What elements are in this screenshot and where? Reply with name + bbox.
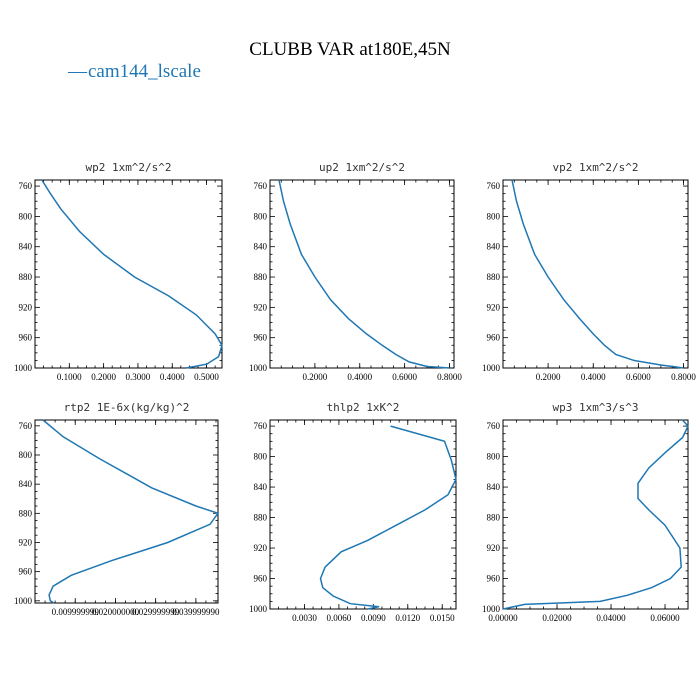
- series-line: [319, 425, 457, 610]
- subplot-title: up2 1xm^2/s^2: [319, 161, 405, 174]
- y-tick-label: 880: [487, 513, 501, 523]
- y-tick-label: 920: [487, 543, 501, 553]
- x-tick-label: 0.2000: [536, 372, 561, 382]
- x-tick-label: 0.009999999: [52, 607, 100, 617]
- x-tick-label: 0.4000: [160, 372, 185, 382]
- y-tick-label: 760: [254, 421, 268, 431]
- x-tick-label: 0.0120: [395, 613, 420, 623]
- x-tick-label: 0.8000: [437, 372, 462, 382]
- plot-frame: [502, 179, 689, 369]
- legend-marker: —: [67, 61, 88, 82]
- y-tick-label: 920: [487, 302, 501, 312]
- subplot-4: rtp2 1E-6x(kg/kg)^2 760 800 840 880 920 960 100…: [14, 401, 220, 617]
- y-tick-label: 920: [19, 537, 33, 547]
- y-tick-label: 920: [19, 302, 33, 312]
- y-tick-label: 840: [254, 482, 268, 492]
- x-tick-label: 0.5000: [194, 372, 219, 382]
- x-tick-label: 0.02000: [542, 613, 572, 623]
- y-tick-label: 880: [19, 508, 33, 518]
- x-tick-label: 0.04000: [596, 613, 626, 623]
- x-tick-label: 0.2000: [303, 372, 328, 382]
- y-tick-label: 1000: [249, 604, 268, 614]
- figure-title: CLUBB VAR at180E,45N: [249, 39, 451, 60]
- legend-label: cam144_lscale: [88, 61, 201, 82]
- x-tick-label: 0.3000: [126, 372, 151, 382]
- x-tick-label: 0.0030: [292, 613, 317, 623]
- x-tick-label: 0.039999990: [172, 607, 220, 617]
- series-line: [42, 419, 220, 604]
- series-line: [278, 179, 450, 369]
- x-tick-label: 0.8000: [671, 372, 696, 382]
- y-tick-label: 1000: [14, 596, 33, 606]
- y-tick-label: 1000: [482, 604, 501, 614]
- y-tick-label: 760: [487, 181, 501, 191]
- x-tick-label: 0.1000: [57, 372, 82, 382]
- y-tick-label: 760: [254, 181, 268, 191]
- y-tick-label: 1000: [249, 363, 268, 373]
- y-tick-label: 880: [254, 513, 268, 523]
- y-tick-label: 840: [19, 242, 33, 252]
- subplot-grid: wp2 1xm^2/s^2 760 800 840 880 920 960 1000 0.100…: [14, 161, 696, 623]
- y-tick-label: 960: [19, 333, 33, 343]
- y-tick-label: 840: [487, 242, 501, 252]
- series-line: [41, 179, 223, 369]
- subplot-1: wp2 1xm^2/s^2 760 800 840 880 920 960 1000 0.100…: [14, 161, 223, 382]
- y-tick-label: 880: [487, 272, 501, 282]
- y-tick-label: 960: [254, 574, 268, 584]
- y-tick-label: 920: [254, 302, 268, 312]
- x-tick-label: 0.0090: [361, 613, 386, 623]
- plot-frame: [34, 419, 219, 604]
- subplot-6: wp3 1xm^3/s^3 760 800 840 880 920 960 10000.000…: [482, 401, 689, 623]
- y-tick-label: 840: [19, 479, 33, 489]
- plot-frame: [269, 419, 457, 610]
- y-tick-label: 800: [19, 211, 33, 221]
- y-tick-label: 800: [254, 211, 268, 221]
- x-tick-label: 0.020000000: [92, 607, 140, 617]
- x-tick-label: 0.6000: [626, 372, 651, 382]
- x-tick-label: 0.4000: [347, 372, 372, 382]
- y-tick-label: 800: [487, 211, 501, 221]
- y-tick-label: 880: [254, 272, 268, 282]
- plot-frame: [34, 179, 223, 369]
- y-tick-label: 920: [254, 543, 268, 553]
- x-tick-label: 0.00000: [488, 613, 518, 623]
- x-tick-label: 0.6000: [392, 372, 417, 382]
- y-tick-label: 840: [254, 242, 268, 252]
- y-tick-label: 760: [487, 421, 501, 431]
- y-tick-label: 960: [487, 574, 501, 584]
- subplot-title: vp2 1xm^2/s^2: [552, 161, 638, 174]
- y-tick-label: 840: [487, 482, 501, 492]
- y-tick-label: 960: [487, 333, 501, 343]
- subplot-title: rtp2 1E-6x(kg/kg)^2: [64, 401, 190, 414]
- x-tick-label: 0.06000: [650, 613, 680, 623]
- series-line: [511, 179, 684, 369]
- plot-frame: [502, 419, 689, 610]
- subplot-2: up2 1xm^2/s^2 760 800 840 880 920 960 1000 0.200…: [249, 161, 462, 382]
- subplot-title: wp2 1xm^2/s^2: [85, 161, 171, 174]
- y-tick-label: 880: [19, 272, 33, 282]
- x-tick-label: 0.0060: [327, 613, 352, 623]
- plot-frame: [269, 179, 455, 369]
- y-tick-label: 800: [487, 452, 501, 462]
- x-tick-label: 0.4000: [581, 372, 606, 382]
- series-line: [502, 419, 689, 610]
- x-tick-label: 0.0150: [430, 613, 455, 623]
- subplot-3: vp2 1xm^2/s^2 760 800 840 880 920 960 1000 0.200…: [482, 161, 696, 382]
- y-tick-label: 960: [19, 567, 33, 577]
- x-tick-label: 0.2000: [91, 372, 116, 382]
- y-tick-label: 1000: [482, 363, 501, 373]
- x-tick-label: 0.029999999: [132, 607, 180, 617]
- y-tick-label: 960: [254, 333, 268, 343]
- y-tick-label: 1000: [14, 363, 33, 373]
- y-tick-label: 800: [254, 452, 268, 462]
- y-tick-label: 800: [19, 450, 33, 460]
- subplot-5: thlp2 1xK^2 760 800 840 880 920 960 1000 0.0030 0…: [249, 401, 457, 623]
- subplot-title: wp3 1xm^3/s^3: [552, 401, 638, 414]
- y-tick-label: 760: [19, 181, 33, 191]
- subplot-title: thlp2 1xK^2: [327, 401, 400, 414]
- y-tick-label: 760: [19, 421, 33, 431]
